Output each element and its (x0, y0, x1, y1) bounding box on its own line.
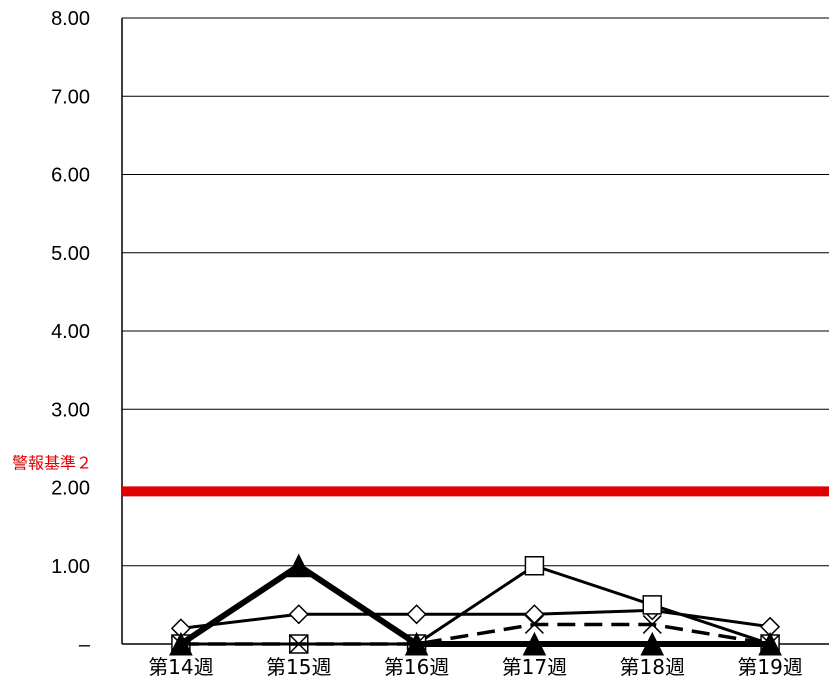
y-tick-label: 4.00 (51, 321, 90, 343)
square-marker (524, 556, 545, 576)
x-tick-labels: 第14週 第15週 第16週 第17週 第18週 第19週 (148, 655, 803, 679)
triangle-marker (404, 631, 429, 656)
diamond-marker (524, 604, 545, 625)
y-tick-label: 3.00 (51, 399, 90, 421)
series-x (171, 614, 780, 654)
series-group (169, 553, 782, 656)
reference-line-label: 警報基準２ (12, 453, 92, 472)
diamond-marker (406, 604, 427, 625)
y-tick-label: 8.00 (51, 8, 90, 30)
y-tick-label: – (79, 634, 91, 656)
x-tick-label: 第15週 (266, 655, 331, 679)
x-marker (289, 634, 309, 654)
series-line (180, 608, 771, 630)
triangle-marker (286, 553, 311, 578)
y-tick-label: 6.00 (51, 165, 90, 187)
x-marker (642, 614, 662, 634)
x-tick-label: 第19週 (737, 655, 802, 679)
diamond-marker (288, 604, 309, 625)
triangle-marker (640, 631, 665, 656)
series-square (171, 556, 780, 654)
x-marker-stroke (524, 614, 544, 634)
series-line (180, 622, 771, 646)
y-tick-label: 7.00 (51, 86, 90, 108)
series-line (180, 564, 771, 646)
series-line (179, 562, 771, 647)
triangle-marker (169, 631, 193, 656)
square-marker (642, 595, 662, 615)
series-diamond (170, 600, 781, 639)
x-marker-stroke (289, 634, 309, 654)
triangle-marker (522, 631, 547, 656)
reference-line-group: 警報基準２ (12, 453, 829, 497)
triangle-marker (758, 631, 782, 656)
grid-lines (122, 17, 829, 567)
y-tick-label: 1.00 (51, 556, 90, 578)
x-tick-label: 第18週 (620, 655, 685, 679)
x-tick-label: 第16週 (384, 655, 449, 679)
x-marker (524, 614, 544, 634)
x-marker-stroke (642, 614, 662, 634)
y-tick-label: 5.00 (51, 243, 90, 265)
series-triangle (169, 553, 782, 656)
y-tick-label: 2.00 (51, 478, 90, 500)
x-tick-label: 第17週 (502, 655, 567, 679)
x-tick-label: 第14週 (148, 655, 213, 679)
y-tick-labels: – 1.00 2.00 3.00 4.00 5.00 6.00 7.00 8.00 (51, 8, 91, 656)
